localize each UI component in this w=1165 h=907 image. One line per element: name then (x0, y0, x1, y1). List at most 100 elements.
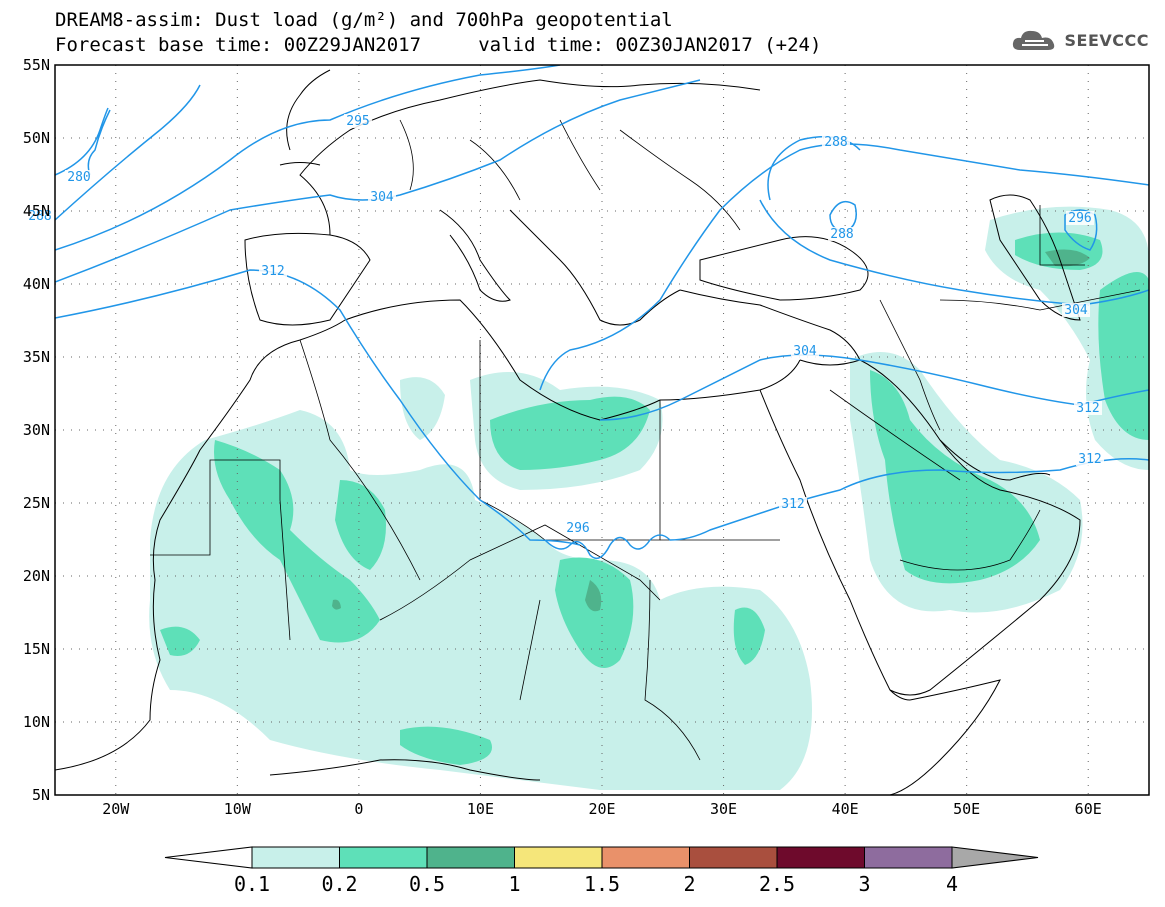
cloud-icon (1012, 30, 1054, 50)
x-tick-label: 20E (588, 800, 615, 818)
colorbar: 0.1 0.2 0.5 1 1.5 2 2.5 3 4 (164, 846, 1039, 896)
y-tick-label: 5N (32, 786, 50, 804)
dust-core-libya (490, 396, 650, 470)
coastline-uk (279, 69, 331, 166)
colorbar-bin (514, 846, 603, 869)
dust-region-west-africa (149, 410, 812, 790)
coastline-gulf-of-guinea (269, 759, 541, 781)
contour-304-east (539, 143, 1149, 391)
coastline-north-africa (344, 299, 801, 421)
contour-312-wavy (544, 458, 1149, 560)
y-tick-label: 55N (23, 56, 50, 74)
coastline-italy (439, 209, 511, 302)
y-tick-label: 15N (23, 640, 50, 658)
logo-text: SEEVCCC (1064, 30, 1149, 50)
coastline-caspian (989, 194, 1081, 321)
contour-label: 312 (1078, 452, 1101, 467)
coastline-somalia (889, 679, 1001, 795)
contour-label-bg (65, 170, 93, 184)
colorbar-bin (426, 846, 515, 869)
contour-label-bg (791, 344, 819, 358)
contour-288-black-sea (829, 200, 857, 233)
y-tick-label: 20N (23, 567, 50, 585)
x-tick-label: 10W (224, 800, 252, 818)
colorbar-tick-label: 1 (508, 872, 520, 896)
dust-peak-mali (332, 599, 341, 610)
contour-label-bg (1062, 303, 1090, 317)
x-tick-label: 60E (1075, 800, 1102, 818)
dust-core-chad (555, 557, 634, 668)
colorbar-tick-label: 2 (683, 872, 695, 896)
y-tick-label: 50N (23, 129, 50, 147)
y-tick-label: 40N (23, 275, 50, 293)
coastline-persian-gulf (939, 439, 1051, 481)
contour-label-bg (828, 227, 856, 241)
dust-region-morocco (400, 377, 445, 440)
map-title: DREAM8-assim: Dust load (g/m²) and 700hP… (55, 9, 673, 31)
colorbar-tick-label: 0.5 (409, 872, 445, 896)
contour-288-caspian (1064, 209, 1098, 251)
dust-core-sudan (733, 607, 765, 665)
coastline-red-sea (759, 389, 911, 701)
contour-label-bg (259, 264, 287, 278)
x-tick-label: 0 (354, 800, 363, 818)
contour-label-bg (1074, 401, 1102, 415)
contour-312-west (55, 269, 581, 546)
geopotential-contours (55, 65, 1149, 560)
colorbar-bin (776, 846, 865, 869)
contour-295 (55, 65, 561, 251)
colorbar-bin (689, 846, 778, 869)
coastline-west-africa (55, 319, 346, 771)
border-sahel (150, 459, 661, 641)
colorbar-bin (251, 846, 340, 869)
border-chad-sudan (519, 579, 701, 761)
contour-label: 288 (824, 135, 847, 150)
contour-label-bg (1066, 211, 1094, 225)
contour-288-west (55, 84, 201, 221)
borders (150, 119, 1141, 761)
seevccc-logo: SEEVCCC (1010, 27, 1150, 53)
coastlines (55, 69, 1081, 795)
map-grid (55, 65, 1149, 795)
dust-peak-chad (585, 580, 602, 612)
dust-core-mauritania (214, 440, 380, 643)
contour-label-bg (779, 497, 807, 511)
contour-label: 312 (1076, 401, 1099, 416)
y-tick-label: 30N (23, 421, 50, 439)
contour-label: 296 (1068, 211, 1091, 226)
contour-label-bg (368, 190, 396, 204)
y-tick-label: 45N (23, 202, 50, 220)
colorbar-over-arrow (951, 846, 1039, 869)
dust-peak-caspian (1045, 249, 1090, 267)
coastline-balkans (509, 209, 681, 326)
y-tick-label: 25N (23, 494, 50, 512)
contour-label: 304 (793, 344, 817, 359)
contour-label: 304 (370, 190, 394, 205)
contour-label: 312 (781, 497, 804, 512)
y-axis-labels: 55N 50N 45N 40N 35N 30N 25N 20N 15N 10N 5N (23, 56, 50, 804)
contour-280 (55, 107, 111, 176)
contour-label-bg (1076, 452, 1104, 466)
contour-304-west (55, 79, 701, 283)
colorbar-bin (601, 846, 690, 869)
colorbar-tick-label: 0.1 (234, 872, 270, 896)
contour-label: 288 (830, 227, 853, 242)
colorbar-bin (339, 846, 428, 869)
colorbar-tick-label: 0.2 (321, 872, 357, 896)
x-tick-label: 10E (467, 800, 494, 818)
x-tick-label: 20W (102, 800, 130, 818)
map-frame (54, 64, 1150, 796)
colorbar-bin (864, 846, 953, 869)
x-tick-label: 50E (953, 800, 980, 818)
coastline-black-sea (699, 236, 869, 301)
coastline-europe (299, 79, 761, 236)
border-europe (399, 119, 741, 231)
contour-label: 295 (346, 114, 369, 129)
coastline-turkey (679, 289, 861, 361)
colorbar-tick-label: 3 (858, 872, 870, 896)
contour-label-bg (564, 521, 592, 535)
contour-label: 288 (28, 209, 51, 224)
y-tick-label: 35N (23, 348, 50, 366)
x-axis-labels: 20W 10W 0 10E 20E 30E 40E 50E 60E (102, 800, 1102, 818)
